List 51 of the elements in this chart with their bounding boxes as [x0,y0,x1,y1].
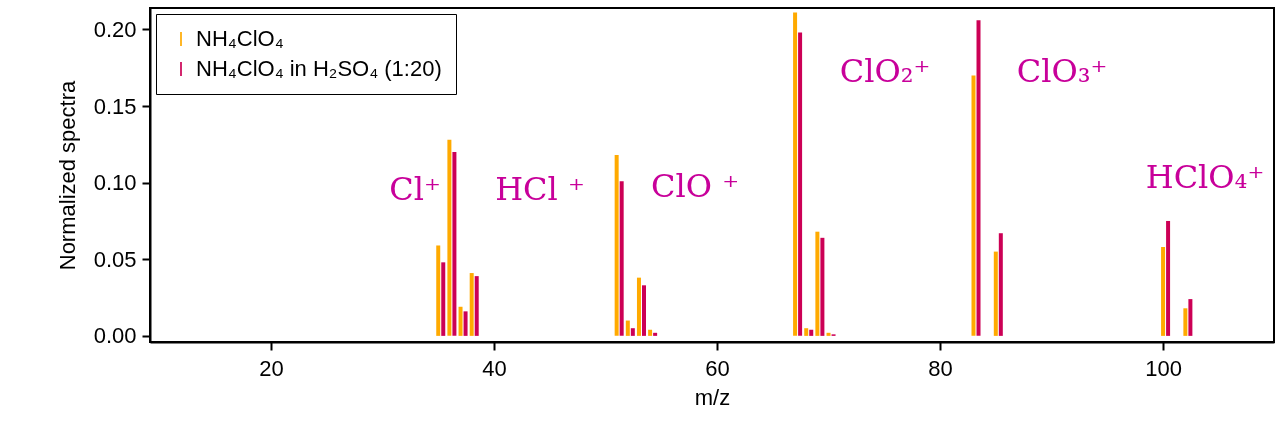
annotation: HClO₄⁺ [1145,158,1265,196]
annotation: ClO₂⁺ [839,52,931,90]
x-tick-label: 40 [482,355,507,381]
x-tick-label: 80 [928,355,953,381]
bar [998,233,1003,336]
y-axis-title: Normalized spectra [54,79,80,271]
bar [625,320,630,336]
bar [971,75,976,336]
bar [809,329,814,336]
annotation: Cl⁺ [389,170,441,208]
bar [820,237,825,336]
bar [614,155,619,336]
bar [447,139,452,336]
bar [630,328,635,336]
annotation: HCl ⁺ [495,170,585,208]
x-tick-label: 20 [259,355,284,381]
legend-label: NH₄ClO₄ [196,26,284,51]
annotation: ClO₃⁺ [1016,52,1108,90]
x-axis-title: m/z [694,384,731,410]
bar [798,32,803,336]
x-tick-label: 100 [1145,355,1182,381]
bar [653,332,658,336]
bar [474,276,479,336]
bar [458,306,463,336]
bar [1183,308,1188,336]
bar [1166,220,1171,336]
y-tick-label: 0.00 [93,323,137,349]
bar [1188,299,1193,336]
y-tick-label: 0.15 [93,93,137,119]
bar [793,12,798,336]
bar [641,285,646,336]
bar [815,231,820,336]
bar [441,262,446,336]
bar [648,329,653,336]
bar [619,181,624,336]
bar [993,251,998,336]
y-tick-label: 0.20 [93,16,137,42]
bar [469,273,474,336]
bar [463,311,468,336]
bar [804,328,809,336]
y-tick-label: 0.10 [93,170,137,196]
x-tick-label: 60 [705,355,730,381]
bar [636,277,641,336]
bar [976,20,981,336]
legend-label: NH₄ClO₄ in H₂SO₄ (1:20) [196,56,442,81]
y-tick-label: 0.05 [93,246,137,272]
bar [1161,247,1166,336]
bar [436,245,441,336]
bar [826,332,831,336]
bar [452,152,457,336]
annotation: ClO ⁺ [650,167,740,205]
